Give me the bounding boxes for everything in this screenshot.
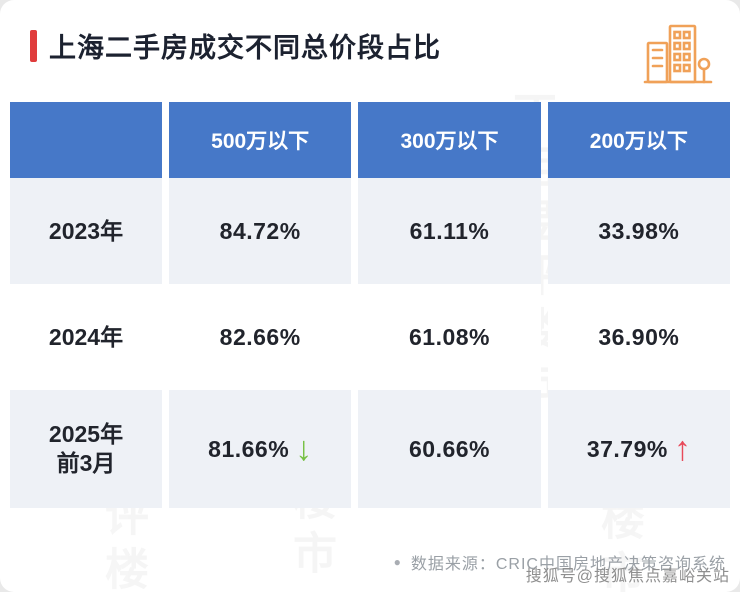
price-segment-table: 500万以下 300万以下 200万以下 2023年 84.72% 61.11%… (10, 102, 730, 508)
bullet-icon: ● (393, 555, 401, 569)
table-header-empty (10, 102, 162, 178)
table-cell: 36.90% (547, 284, 730, 390)
value-2025-under200: 37.79% (586, 435, 668, 462)
down-trend-icon: ↓ (295, 430, 313, 468)
table-cell: 61.11% (358, 178, 541, 284)
data-source-text: 数据来源：CRIC中国房地产决策咨询系统 (410, 556, 726, 573)
value-2025-under500: 81.66% (208, 435, 290, 462)
table-cell: 84.72% (169, 178, 352, 284)
table-cell: 61.08% (358, 284, 541, 390)
table-row-label: 2023年 (10, 178, 162, 284)
row-label-2024: 2024年 (48, 323, 124, 350)
value-2023-under200: 33.98% (598, 217, 680, 244)
table-header-under500: 500万以下 (169, 102, 352, 178)
value-2023-under300: 61.11% (409, 217, 490, 244)
value-2023-under500: 84.72% (219, 217, 301, 244)
value-2024-under500: 82.66% (219, 323, 301, 350)
table-cell: 37.79% ↑ (547, 390, 730, 508)
table-cell: 33.98% (547, 178, 730, 284)
table-header-under300: 300万以下 (358, 102, 541, 178)
title-accent-bar (30, 29, 37, 62)
table-header-under200: 200万以下 (547, 102, 730, 178)
data-source-row: ● 数据来源：CRIC中国房地产决策咨询系统 (0, 550, 726, 574)
table-cell: 60.66% (358, 390, 541, 508)
title-bar: 上海二手房成交不同总价段占比 (0, 0, 740, 94)
table-row-label: 2025年 前3月 (10, 390, 162, 508)
up-trend-icon: ↑ (673, 430, 691, 468)
publisher-watermark: 搜狐号@搜狐焦点嘉峪关站 (525, 568, 730, 585)
row-label-2025q1: 2025年 前3月 (48, 421, 124, 476)
table-cell: 82.66% (169, 284, 352, 390)
value-2024-under300: 61.08% (408, 323, 490, 350)
page-title: 上海二手房成交不同总价段占比 (49, 33, 441, 63)
building-icon (643, 24, 713, 84)
row-label-2023: 2023年 (48, 217, 124, 244)
value-2024-under200: 36.90% (598, 323, 680, 350)
table-row-label: 2024年 (10, 284, 162, 390)
value-2025-under300: 60.66% (408, 435, 490, 462)
table-cell: 81.66% ↓ (169, 390, 352, 508)
